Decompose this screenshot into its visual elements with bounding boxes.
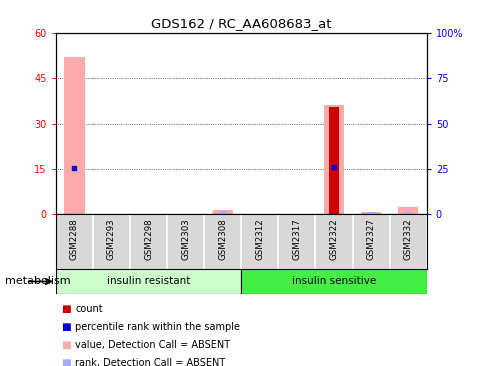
Text: value, Detection Call = ABSENT: value, Detection Call = ABSENT [75,340,230,350]
Text: GSM2322: GSM2322 [329,218,338,260]
Bar [212,210,232,214]
Bar [328,107,338,214]
Text: GSM2317: GSM2317 [292,218,301,260]
Text: GSM2293: GSM2293 [106,218,116,259]
Text: GSM2312: GSM2312 [255,218,264,260]
Point [70,165,78,171]
Text: ■: ■ [60,340,70,350]
Bar [323,105,344,214]
Bar [397,206,418,214]
Bar [366,212,374,214]
Text: GSM2327: GSM2327 [366,218,375,260]
Text: metabolism: metabolism [5,276,70,287]
Bar [360,212,380,214]
Text: ■: ■ [60,303,70,314]
Text: GSM2288: GSM2288 [70,218,79,260]
Text: insulin resistant: insulin resistant [106,276,190,287]
Text: ■: ■ [60,358,70,366]
Bar [56,269,241,294]
Text: count: count [75,303,103,314]
Bar [218,212,226,214]
Text: ■: ■ [60,322,70,332]
Bar [64,57,84,214]
Text: GSM2308: GSM2308 [218,218,227,260]
Text: GSM2332: GSM2332 [403,218,412,260]
Point [330,164,337,170]
Text: insulin sensitive: insulin sensitive [291,276,376,287]
Text: GSM2303: GSM2303 [181,218,190,260]
Text: percentile rank within the sample: percentile rank within the sample [75,322,240,332]
Text: GSM2298: GSM2298 [144,218,153,259]
Title: GDS162 / RC_AA608683_at: GDS162 / RC_AA608683_at [151,17,331,30]
Text: rank, Detection Call = ABSENT: rank, Detection Call = ABSENT [75,358,225,366]
Bar [241,269,426,294]
Bar [404,212,411,214]
